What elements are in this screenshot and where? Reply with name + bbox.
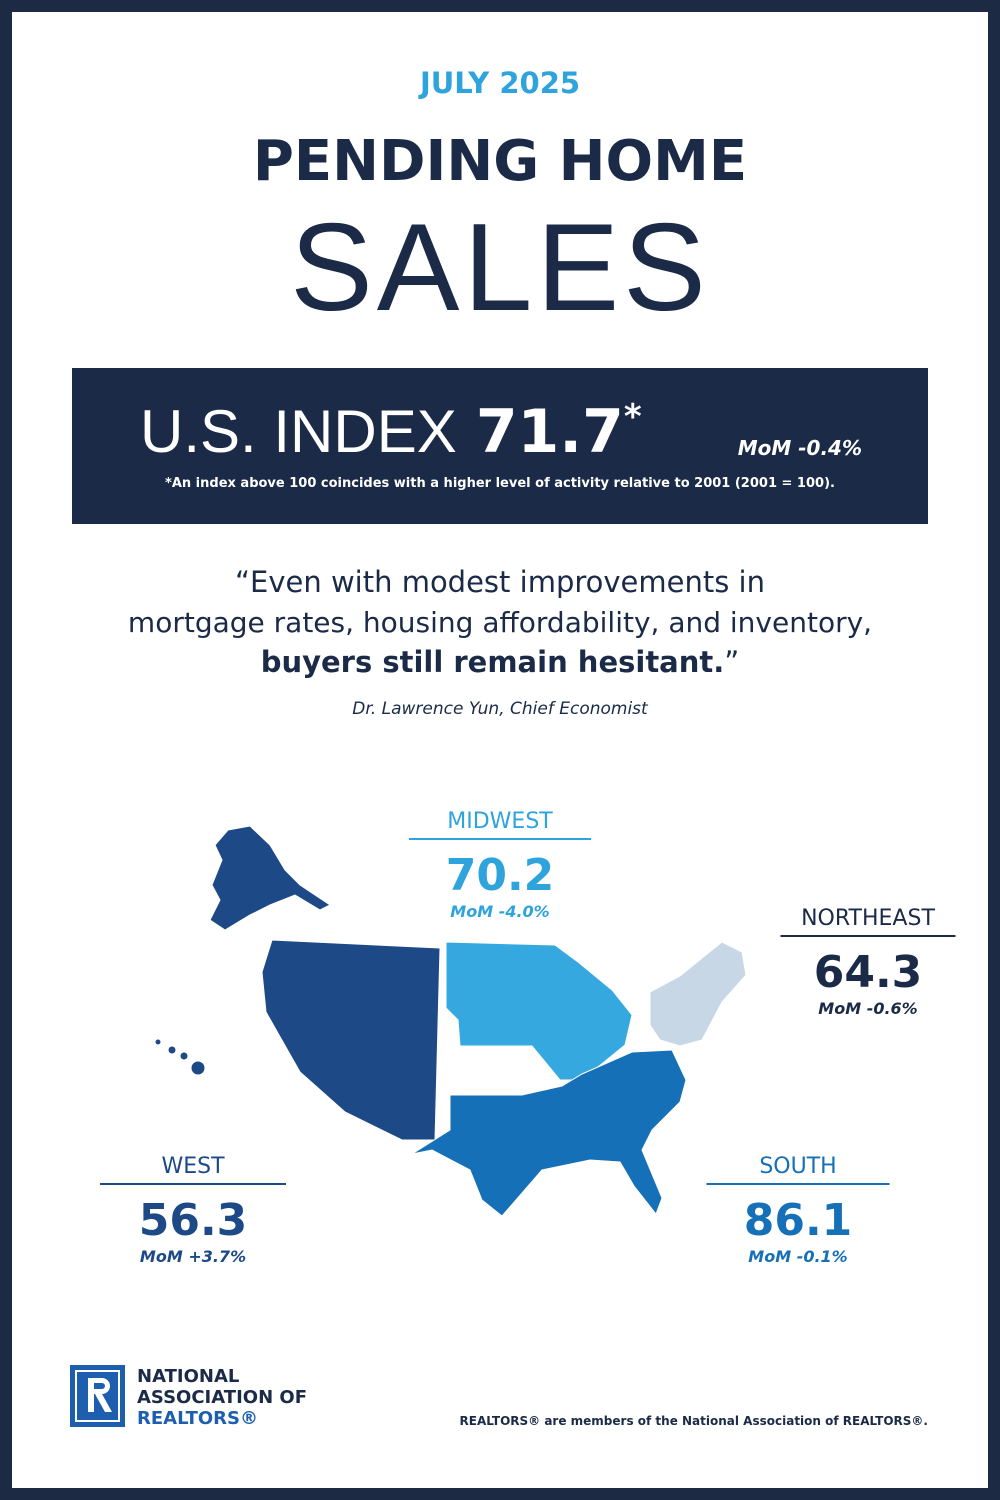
index-asterisk: * <box>624 397 642 437</box>
disclaimer: REALTORS® are members of the National As… <box>460 1414 929 1428</box>
region-name: MIDWEST <box>447 809 553 834</box>
alaska <box>209 825 331 931</box>
south-region <box>411 1049 687 1217</box>
region-index: 70.2 <box>446 850 555 901</box>
northeast-region <box>649 941 747 1047</box>
hawaii <box>179 1051 189 1061</box>
logo-line: REALTORS® <box>137 1408 258 1429</box>
region-mom: MoM -4.0% <box>450 902 549 921</box>
quote-line: mortgage rates, housing affordability, a… <box>128 606 872 639</box>
quote-line: buyers still remain hesitant.” <box>261 645 740 679</box>
logo-line: ASSOCIATION OF <box>137 1387 307 1408</box>
hawaii <box>167 1045 177 1055</box>
title-large: SALES <box>290 199 710 337</box>
index-value: 71.7 <box>476 397 624 467</box>
quote-end: ” <box>724 645 739 679</box>
index-mom: MoM -0.4% <box>738 436 862 460</box>
region-mom: MoM +3.7% <box>140 1247 246 1266</box>
west-region <box>261 939 441 1141</box>
logo-letter <box>88 1378 112 1412</box>
region-index: 56.3 <box>139 1195 248 1246</box>
hawaii <box>154 1038 162 1046</box>
index-footnote: *An index above 100 coincides with a hig… <box>165 476 835 491</box>
logo-line: NATIONAL <box>137 1366 239 1387</box>
quote-line: “Even with modest improvements in <box>235 565 765 599</box>
logo-frame <box>75 1370 120 1422</box>
logo-text: NATIONAL ASSOCIATION OF REALTORS® <box>137 1366 307 1429</box>
index-label: U.S. INDEX <box>140 398 457 465</box>
region-mom: MoM -0.6% <box>818 999 917 1018</box>
quote-bold: buyers still remain hesitant. <box>261 645 725 679</box>
attribution: Dr. Lawrence Yun, Chief Economist <box>352 699 649 719</box>
index-line: U.S. INDEX 71.7* <box>140 397 642 467</box>
region-index: 64.3 <box>814 947 923 998</box>
title: PENDING HOME <box>253 129 747 194</box>
quote: “Even with modest improvements in mortga… <box>128 565 872 679</box>
region-name: NORTHEAST <box>801 906 935 931</box>
region-name: WEST <box>161 1154 225 1179</box>
region-mom: MoM -0.1% <box>748 1247 847 1266</box>
hawaii <box>190 1060 206 1076</box>
index-banner <box>72 368 928 524</box>
date: JULY 2025 <box>418 66 580 100</box>
region-name: SOUTH <box>759 1154 836 1179</box>
us-map <box>154 825 747 1217</box>
region-index: 86.1 <box>744 1195 853 1246</box>
